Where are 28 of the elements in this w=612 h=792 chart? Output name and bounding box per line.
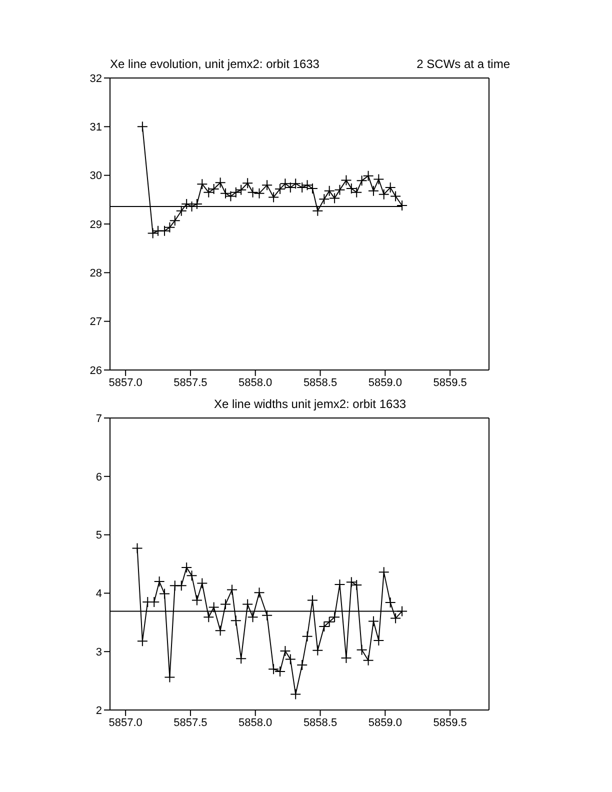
x-tick-label: 5859.0 [368, 376, 402, 389]
y-tick-label: 4 [96, 588, 102, 600]
chart-title: Xe line evolution, unit jemx2: orbit 1633 [110, 57, 320, 73]
y-tick-label: 32 [90, 72, 102, 85]
y-tick-label: 5 [96, 530, 102, 542]
y-tick-label: 30 [90, 170, 102, 182]
x-tick-label: 5857.0 [108, 716, 142, 729]
y-tick-label: 7 [96, 412, 102, 425]
x-tick-label: 5859.5 [433, 376, 467, 389]
y-tick-label: 29 [90, 218, 102, 231]
x-tick-label: 5858.0 [238, 716, 272, 729]
y-tick-label: 6 [96, 471, 102, 484]
x-tick-label: 5857.5 [174, 716, 208, 729]
x-tick-label: 5857.5 [174, 376, 208, 389]
y-tick-label: 27 [90, 316, 102, 328]
x-tick-label: 5858.0 [238, 376, 272, 389]
x-tick-label: 5858.5 [303, 716, 338, 729]
x-tick-label: 5859.0 [368, 716, 402, 729]
y-tick-label: 2 [96, 704, 102, 717]
chart-title: Xe line widths unit jemx2: orbit 1633 [214, 397, 406, 413]
y-tick-label: 3 [96, 646, 102, 659]
chart-subtitle: 2 SCWs at a time [416, 57, 510, 73]
x-tick-label: 5859.5 [433, 716, 467, 729]
y-tick-label: 28 [90, 268, 102, 280]
y-tick-label: 26 [90, 364, 102, 377]
x-tick-label: 5857.0 [108, 376, 142, 389]
x-tick-label: 5858.5 [303, 376, 338, 389]
y-tick-label: 31 [90, 122, 102, 134]
